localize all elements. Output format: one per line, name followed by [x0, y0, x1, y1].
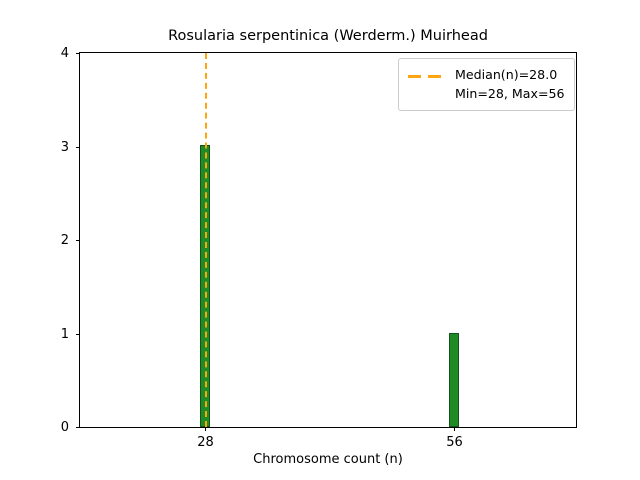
y-tick-0: 0	[61, 420, 80, 435]
x-axis-label: Chromosome count (n)	[253, 452, 403, 467]
plot-area	[80, 53, 576, 427]
legend-spacer	[408, 84, 455, 103]
y-tick-label-4: 4	[60, 46, 69, 61]
x-tick-28: 28	[197, 427, 214, 450]
dashed-line-icon	[408, 68, 445, 82]
y-tick-label-1: 1	[60, 326, 69, 342]
plot-axes: 0 1 2 3 4 28 56	[61, 46, 577, 450]
y-tick-label-2: 2	[60, 233, 69, 248]
chart-legend: Median(n)=28.0 Min=28, Max=56	[398, 58, 575, 111]
x-tick-label-56: 56	[446, 435, 463, 450]
y-tick-label-0: 0	[60, 420, 69, 435]
legend-range-label: Min=28, Max=56	[455, 86, 565, 101]
chart-title: Rosularia serpentinica (Werderm.) Muirhe…	[168, 28, 488, 44]
legend-median-label: Median(n)=28.0	[455, 67, 558, 82]
y-tick-label-3: 3	[60, 139, 69, 155]
y-tick-2: 2	[61, 233, 80, 248]
legend-item-range: Min=28, Max=56	[408, 84, 565, 103]
x-tick-56: 56	[446, 427, 463, 450]
bar-56	[448, 333, 459, 427]
y-tick-1: 1	[61, 327, 80, 342]
y-tick-3: 3	[61, 140, 80, 155]
median-line	[204, 53, 207, 427]
legend-item-median: Median(n)=28.0	[408, 65, 565, 84]
x-tick-label-28: 28	[197, 435, 214, 450]
y-tick-4: 4	[61, 46, 80, 61]
